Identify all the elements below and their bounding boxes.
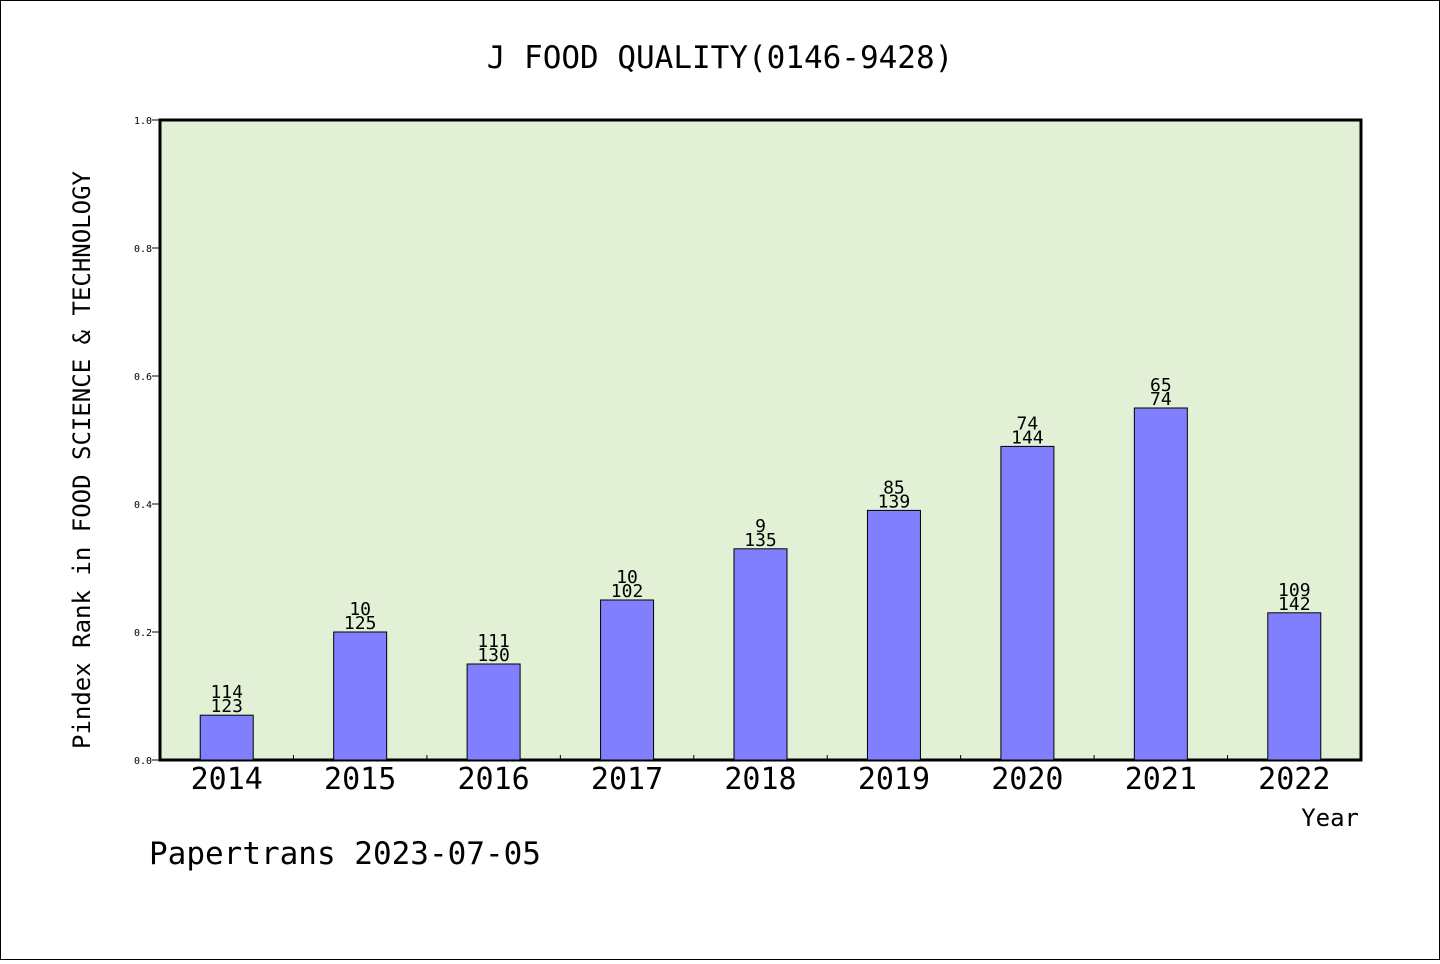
- bar-label-bottom: 125: [344, 613, 377, 634]
- y-tick-label: 0.8: [134, 244, 152, 255]
- x-tick-label: 2015: [324, 762, 396, 797]
- bar-2016: [466, 663, 521, 761]
- x-tick-label: 2016: [457, 762, 529, 797]
- bar-label-bottom: 142: [1278, 594, 1311, 615]
- x-axis-label: Year: [1301, 804, 1359, 832]
- bar-label-bottom: 130: [477, 645, 510, 666]
- bar-label-top: 10: [616, 567, 638, 588]
- footer-text: Papertrans 2023-07-05: [149, 836, 541, 872]
- bar-2015: [333, 631, 388, 761]
- bar-label-bottom: 102: [611, 581, 644, 602]
- bar-label-bottom: 123: [210, 696, 243, 717]
- bar-2014: [199, 714, 254, 761]
- x-tick-label: 2018: [724, 762, 796, 797]
- bar-label-top: 109: [1278, 580, 1311, 601]
- bar-label-top: 114: [210, 682, 243, 703]
- bar-label-bottom: 74: [1150, 389, 1172, 410]
- y-tick-label: 0.0: [134, 756, 152, 767]
- x-axis-tick-labels: 2014 2015 2016 2017 2018 2019 2020 2021 2022: [191, 762, 1331, 797]
- x-tick-label: 2014: [191, 762, 263, 797]
- x-tick-label: 2019: [858, 762, 930, 797]
- bar-2020: [1000, 445, 1055, 761]
- bar-2018: [733, 548, 788, 761]
- bar-label-top: 10: [349, 599, 371, 620]
- bar-series: [199, 407, 1322, 761]
- bar-label-bottom: 135: [744, 530, 777, 551]
- bar-2017: [600, 599, 655, 761]
- bar-2021: [1133, 407, 1188, 761]
- bar-label-top: 74: [1017, 413, 1039, 434]
- x-axis-ticks: [292, 755, 1229, 760]
- y-axis-label: Pindex Rank in FOOD SCIENCE & TECHNOLOGY: [68, 170, 96, 749]
- y-axis-ticks: 0.0 0.2 0.4 0.6 0.8 1.0: [134, 116, 160, 767]
- y-tick-label: 0.6: [134, 372, 152, 383]
- bar-label-bottom: 139: [878, 491, 911, 512]
- bar-label-top: 85: [883, 477, 905, 498]
- y-tick-label: 0.4: [134, 500, 152, 511]
- x-tick-label: 2022: [1258, 762, 1330, 797]
- x-tick-label: 2021: [1125, 762, 1197, 797]
- chart-title: J FOOD QUALITY(0146-9428): [487, 40, 954, 76]
- bar-label-top: 9: [755, 516, 766, 537]
- bar-label-bottom: 144: [1011, 427, 1044, 448]
- y-tick-label: 0.2: [134, 628, 152, 639]
- bar-2019: [866, 509, 921, 761]
- x-tick-label: 2020: [991, 762, 1063, 797]
- x-tick-label: 2017: [591, 762, 663, 797]
- bar-data-labels: 1141231012511113010102913585139741446574…: [210, 375, 1310, 717]
- bar-label-top: 111: [477, 631, 510, 652]
- bar-2022: [1267, 612, 1322, 761]
- bar-label-top: 65: [1150, 375, 1172, 396]
- y-tick-label: 1.0: [134, 116, 152, 127]
